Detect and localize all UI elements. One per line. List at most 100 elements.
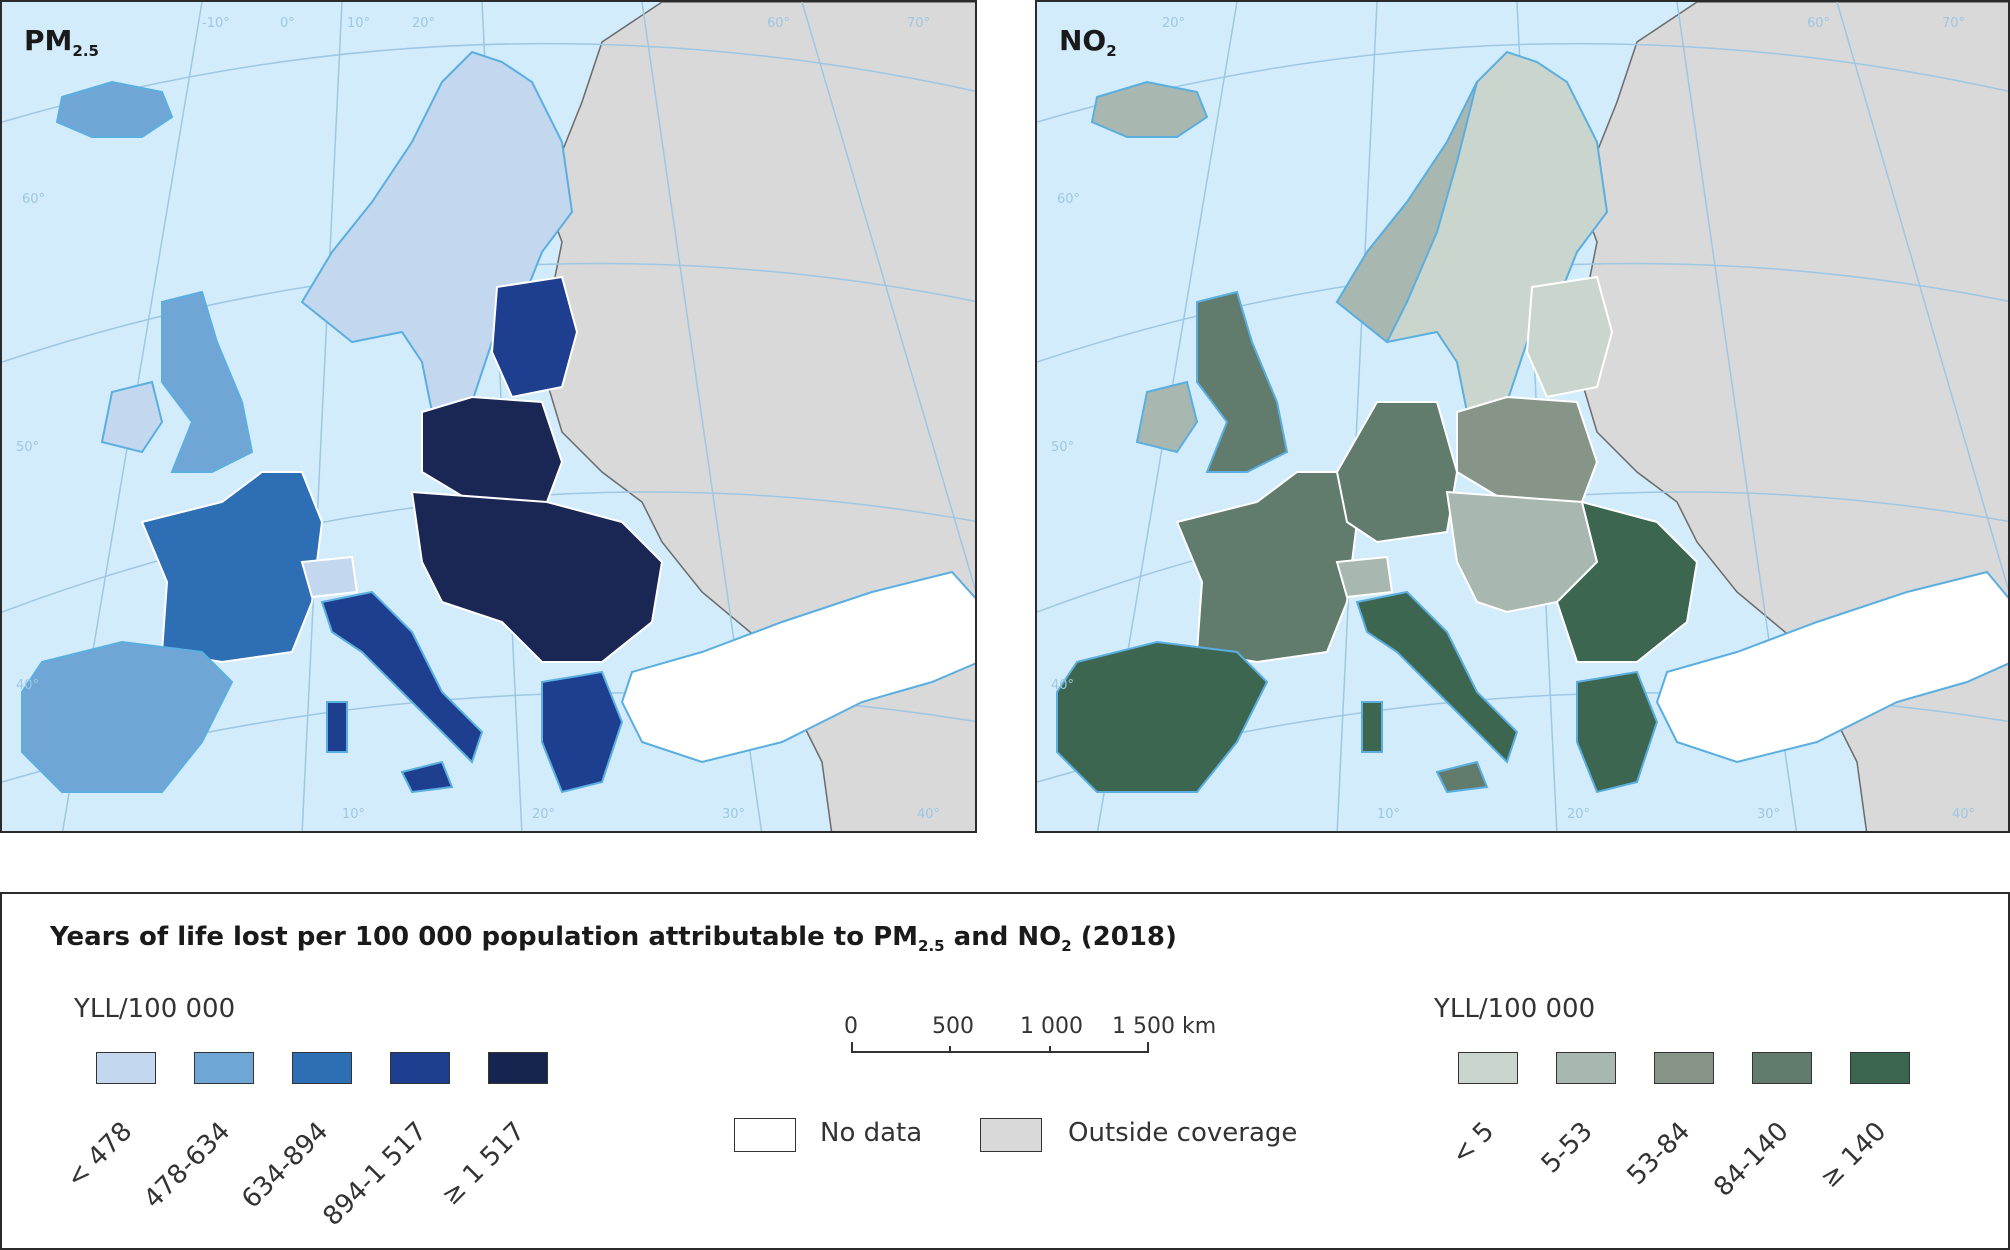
no-data-swatch xyxy=(734,1118,796,1152)
pm25-map: PM2.5 -10° 0° 10° 20° 60° 70° 60° 50° 40… xyxy=(0,0,977,833)
pm-swatch-2 xyxy=(194,1052,254,1084)
romania-bulgaria xyxy=(1555,500,1699,663)
grid-label: 10° xyxy=(347,16,371,31)
legend-title-post: (2018) xyxy=(1071,922,1177,952)
grid-label: 60° xyxy=(1807,16,1831,31)
outside-coverage-swatch xyxy=(980,1118,1042,1152)
grid-label: 50° xyxy=(16,440,40,455)
pm-class-label-3: 634-894 xyxy=(236,1116,335,1215)
central-east-europe xyxy=(410,490,664,663)
ireland xyxy=(1135,380,1199,454)
pm-swatch-4 xyxy=(390,1052,450,1084)
no2-class-label-5: ≥ 140 xyxy=(1815,1116,1893,1194)
no2-swatch-3 xyxy=(1654,1052,1714,1084)
grid-label: 40° xyxy=(16,678,40,693)
france xyxy=(140,471,324,664)
scale-tick-1500: 1 500 km xyxy=(1112,1014,1217,1039)
no2-class-label-1: < 5 xyxy=(1446,1116,1501,1171)
pm-swatch-1 xyxy=(96,1052,156,1084)
legend-title: Years of life lost per 100 000 populatio… xyxy=(50,922,1177,955)
map-title-pm25: PM2.5 xyxy=(24,24,99,60)
scale-bar xyxy=(851,1042,1149,1053)
scale-tick-0: 0 xyxy=(844,1014,858,1039)
scale-tick-1000: 1 000 xyxy=(1020,1014,1083,1039)
iberia xyxy=(21,640,234,793)
no2-swatch-1 xyxy=(1458,1052,1518,1084)
map-title-no2: NO2 xyxy=(1059,24,1117,60)
grid-label: 50° xyxy=(1051,440,1075,455)
switzerland xyxy=(300,555,359,599)
legend-title-pre: Years of life lost per 100 000 populatio… xyxy=(50,922,919,952)
grid-label: 40° xyxy=(917,807,941,822)
pm-class-label-5: ≥ 1 517 xyxy=(435,1116,531,1212)
pm-class-label-2: 478-634 xyxy=(138,1116,237,1215)
turkey-no-data xyxy=(1655,570,2008,764)
no2-map-canvas xyxy=(1037,2,2008,831)
grid-label: 10° xyxy=(1377,807,1401,822)
iceland xyxy=(1090,80,1209,138)
switzerland xyxy=(1335,555,1394,599)
sicily xyxy=(1435,760,1489,794)
poland xyxy=(1456,395,1599,503)
grid-label: 0° xyxy=(280,16,295,31)
grid-label: 20° xyxy=(1162,16,1186,31)
grid-label: 20° xyxy=(532,807,556,822)
ireland xyxy=(100,380,164,454)
grid-label: 70° xyxy=(1942,16,1966,31)
map-title-sub: 2.5 xyxy=(72,42,99,60)
france xyxy=(1175,471,1359,664)
grid-label: 70° xyxy=(907,16,931,31)
poland xyxy=(421,395,564,503)
no2-class-label-2: 5-53 xyxy=(1535,1116,1599,1180)
sardinia xyxy=(1361,701,1383,753)
no2-swatch-2 xyxy=(1556,1052,1616,1084)
italy xyxy=(1355,590,1519,764)
legend-title-sub2: 2 xyxy=(1061,937,1072,955)
pm-class-label-1: < 478 xyxy=(61,1116,139,1194)
legend-title-sub1: 2.5 xyxy=(918,937,945,955)
map-title-sub: 2 xyxy=(1106,42,1117,60)
grid-label: 20° xyxy=(412,16,436,31)
grid-label: 30° xyxy=(1757,807,1781,822)
iceland xyxy=(55,80,174,138)
legend-panel: Years of life lost per 100 000 populatio… xyxy=(0,892,2010,1250)
no2-class-label-4: 84-140 xyxy=(1708,1116,1795,1203)
pm-swatch-3 xyxy=(292,1052,352,1084)
germany xyxy=(1335,401,1459,544)
great-britain xyxy=(161,290,254,473)
grid-label: -10° xyxy=(202,16,230,31)
map-title-main: PM xyxy=(24,24,73,57)
no2-swatch-4 xyxy=(1752,1052,1812,1084)
no2-unit-label: YLL/100 000 xyxy=(1434,994,1596,1024)
grid-label: 60° xyxy=(1057,192,1081,207)
no2-map: NO2 20° 60° 70° 60° 50° 40° 10° 20° 30° … xyxy=(1035,0,2010,833)
grid-label: 20° xyxy=(1567,807,1591,822)
great-britain xyxy=(1196,290,1289,473)
map-title-main: NO xyxy=(1059,24,1107,57)
iberia xyxy=(1056,640,1269,793)
sardinia xyxy=(326,701,348,753)
pm-unit-label: YLL/100 000 xyxy=(74,994,236,1024)
scale-tick-500: 500 xyxy=(932,1014,974,1039)
no2-class-label-3: 53-84 xyxy=(1621,1116,1697,1192)
baltics xyxy=(1525,275,1614,399)
grid-label: 60° xyxy=(22,192,46,207)
pm25-map-canvas xyxy=(2,2,975,831)
greece xyxy=(1576,670,1659,794)
grid-label: 30° xyxy=(722,807,746,822)
baltics xyxy=(490,275,579,399)
italy xyxy=(320,590,484,764)
turkey-no-data xyxy=(620,570,975,764)
sicily xyxy=(400,760,454,794)
outside-coverage-label: Outside coverage xyxy=(1068,1118,1298,1148)
legend-title-mid: and NO xyxy=(944,922,1062,952)
grid-label: 10° xyxy=(342,807,366,822)
norway-west xyxy=(1335,81,1478,344)
no-data-label: No data xyxy=(820,1118,923,1148)
no2-swatch-5 xyxy=(1850,1052,1910,1084)
greece xyxy=(541,670,624,794)
grid-label: 40° xyxy=(1051,678,1075,693)
grid-label: 40° xyxy=(1952,807,1976,822)
pm-swatch-5 xyxy=(488,1052,548,1084)
pm-class-label-4: 894-1 517 xyxy=(317,1116,433,1232)
